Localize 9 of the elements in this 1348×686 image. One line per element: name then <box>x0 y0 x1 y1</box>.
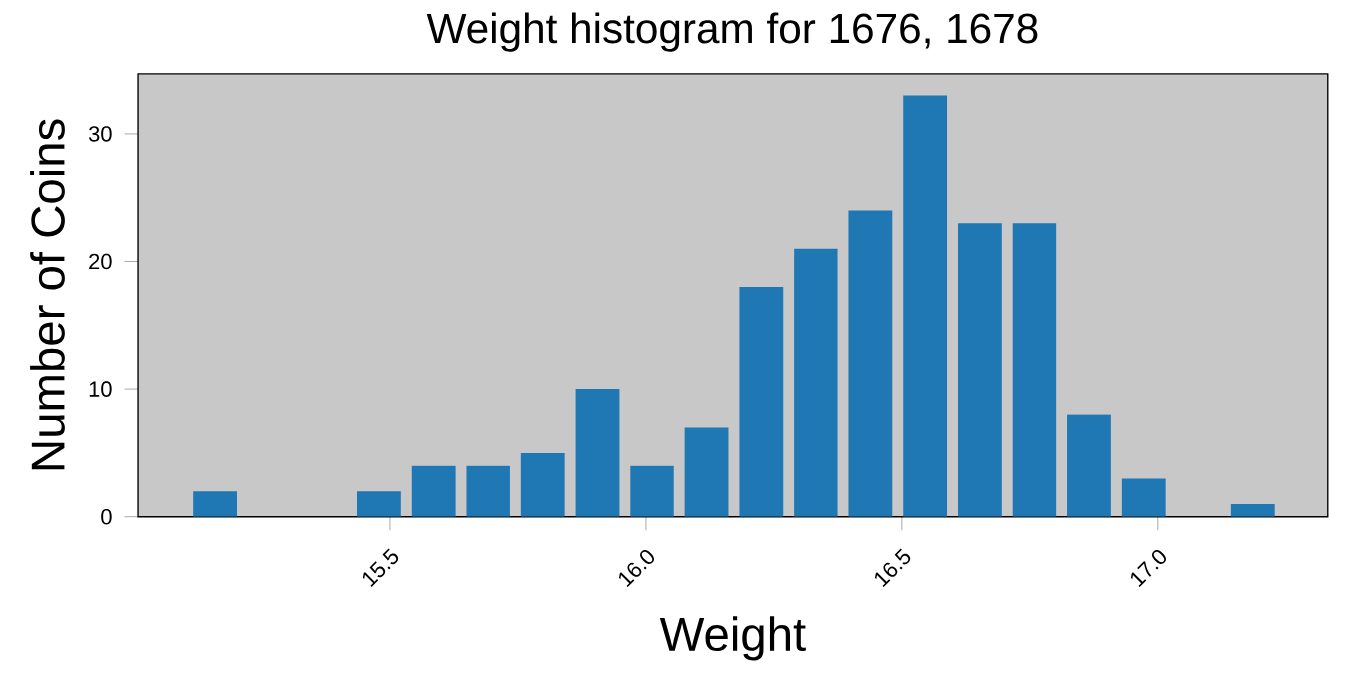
y-tick-label: 10 <box>89 381 112 398</box>
x-tick-label: 16.0 <box>619 550 655 588</box>
y-tick-label: 0 <box>101 509 112 525</box>
x-axis-title: Weight <box>659 616 806 661</box>
chart-title: Weight histogram for 1676, 1678 <box>426 12 1038 52</box>
y-tick-label: 20 <box>89 253 112 270</box>
y-axis-title: Number of Coins <box>30 119 65 470</box>
x-tick-label: 17.0 <box>1130 550 1166 588</box>
y-tick-label: 30 <box>88 126 112 142</box>
